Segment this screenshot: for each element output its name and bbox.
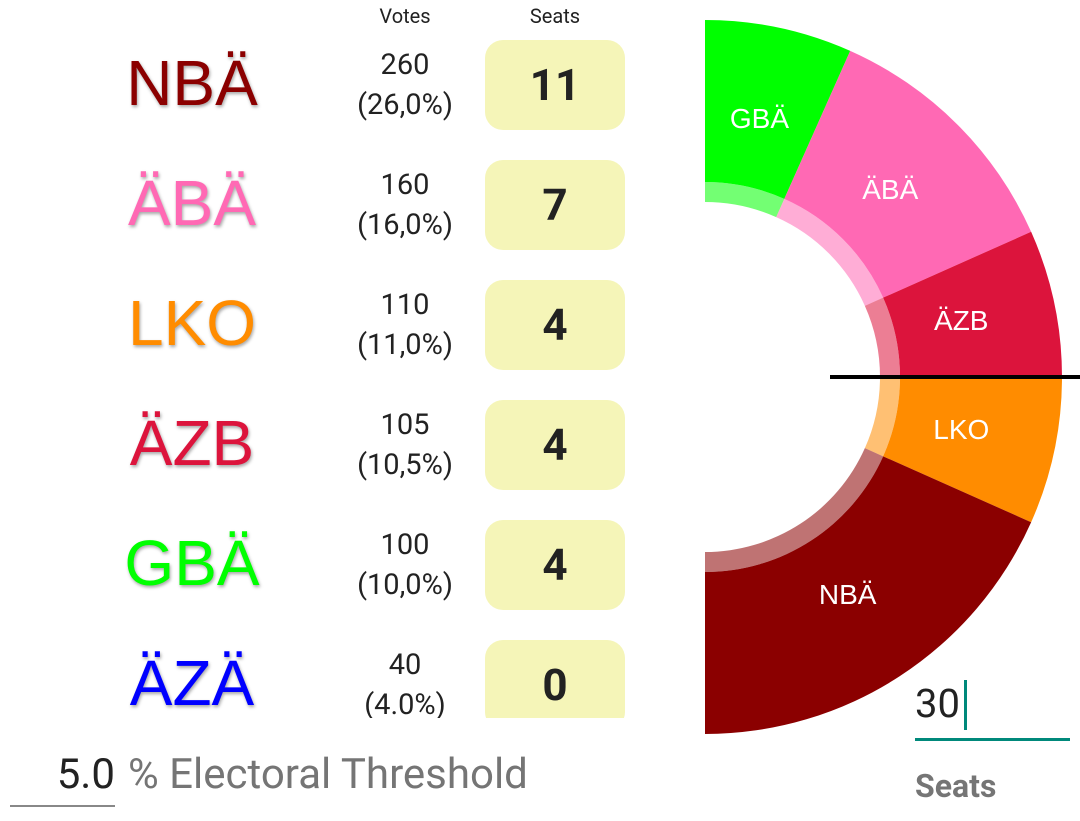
party-name: NBÄ	[126, 47, 258, 119]
seat-count: 11	[529, 59, 581, 111]
seat-box	[485, 640, 625, 718]
seat-box	[485, 520, 625, 610]
segment-inner-band	[864, 377, 900, 457]
segment-inner-band	[776, 198, 884, 306]
seat-box	[485, 400, 625, 490]
seat-chart: GBÄ ÄBÄ ÄZB LKO NBÄ	[705, 20, 1080, 734]
threshold-underline	[10, 805, 115, 807]
vote-percent: (10,5%)	[357, 448, 453, 482]
votes: 40	[388, 648, 422, 682]
vote-percent: (10,0%)	[357, 568, 453, 602]
segment	[784, 50, 1032, 298]
vote-percent: (4.0%)	[364, 688, 446, 719]
vote-percent: (16,0%)	[357, 208, 453, 242]
party-name: LKO	[127, 287, 257, 359]
total-seats-label: Seats	[915, 767, 997, 805]
seat-count: 7	[542, 179, 568, 231]
segment-label: LKO	[933, 414, 989, 445]
seat-box	[485, 280, 625, 370]
votes-header: Votes	[379, 4, 431, 28]
segment-inner-band	[705, 448, 884, 572]
total-seats-input[interactable]: 30	[915, 680, 960, 727]
votes: 260	[380, 48, 430, 82]
segment-label: ÄBÄ	[862, 174, 918, 205]
segment-inner-band	[864, 297, 900, 377]
party-list: Votes Seats NBÄ 260 (26,0%) 11 ÄBÄ 160 (16,0%)…	[124, 4, 625, 719]
seat-box	[485, 40, 625, 130]
votes: 100	[380, 528, 430, 562]
threshold-label: % Electoral Threshold	[128, 750, 528, 799]
votes: 160	[380, 168, 430, 202]
segment-inner-band	[705, 182, 785, 218]
seats-header: Seats	[529, 4, 581, 28]
party-name: GBÄ	[124, 527, 260, 599]
segment-label: NBÄ	[819, 579, 877, 610]
seat-count: 4	[542, 299, 568, 351]
seat-count: 4	[542, 539, 568, 591]
segment	[883, 377, 1063, 523]
party-name: ÄZÄ	[129, 647, 255, 718]
segment	[705, 456, 1032, 734]
party-name: ÄZB	[129, 407, 255, 479]
segment-label: GBÄ	[730, 103, 789, 134]
seat-box	[485, 160, 625, 250]
threshold-input[interactable]: 5.0	[56, 750, 115, 799]
donut: GBÄ ÄBÄ ÄZB LKO NBÄ	[705, 20, 1063, 734]
input-underline	[915, 738, 1070, 741]
segment	[705, 20, 851, 199]
seat-count: 0	[542, 659, 568, 711]
party-name: ÄBÄ	[127, 167, 257, 239]
vote-percent: (11,0%)	[357, 328, 453, 362]
segment-label: ÄZB	[934, 305, 988, 336]
seat-count: 4	[542, 419, 568, 471]
vote-percent: (26,0%)	[357, 88, 453, 122]
segment	[883, 231, 1062, 377]
votes: 110	[380, 288, 430, 322]
cursor	[964, 680, 967, 730]
votes: 105	[380, 408, 430, 442]
